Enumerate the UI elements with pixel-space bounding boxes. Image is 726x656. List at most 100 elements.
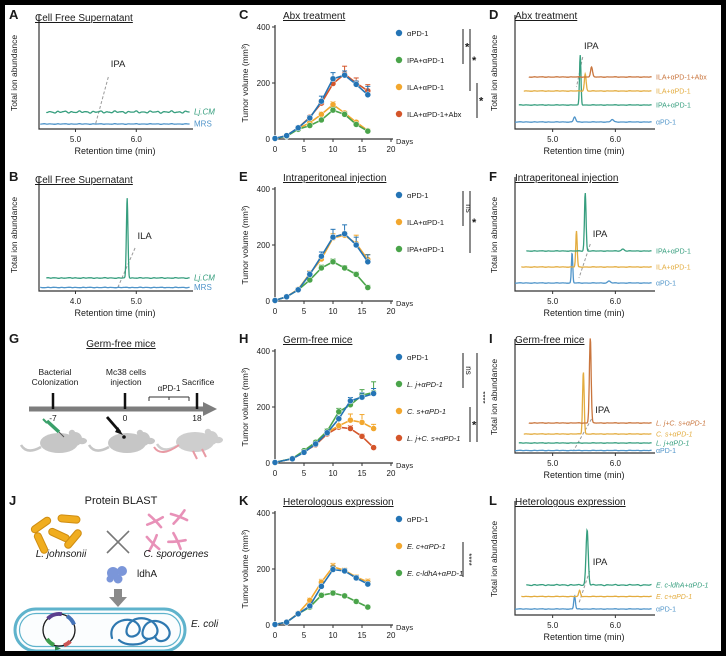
svg-text:20: 20	[387, 469, 396, 478]
chromatogram-cell-free-supernatant-ipa: 5.0 6.0 Retention time (min) Total ion abun…	[7, 7, 235, 167]
svg-text:αPD-1: αPD-1	[407, 515, 428, 524]
svg-text:E. c-ldhA+αPD-1: E. c-ldhA+αPD-1	[656, 583, 709, 590]
panel-H: H Germ-free mice 0 200 400 0 5 10 15 20 Days Tumo…	[237, 331, 487, 491]
trace-ILA+αPD-1+Abx	[528, 65, 652, 78]
down-arrow-icon	[109, 589, 127, 607]
panel-G: G Germ-free mice Bacterial Colonization M…	[7, 331, 235, 491]
panel-title: Heterologous expression	[283, 497, 394, 508]
svg-text:αPD-1: αPD-1	[656, 607, 676, 614]
svg-text:MRS: MRS	[194, 283, 212, 292]
svg-text:Tumor volume (mm³): Tumor volume (mm³)	[240, 205, 250, 284]
panel-F: F Intraperitoneal injection 5.0 6.0 Retent…	[487, 169, 721, 329]
svg-text:Lj.CM: Lj.CM	[194, 274, 215, 283]
svg-text:0: 0	[266, 297, 271, 306]
chromatogram-cell-free-supernatant-ila: 4.0 5.0 Retention time (min) Total ion abun…	[7, 169, 235, 329]
svg-text:Total ion abundance: Total ion abundance	[9, 197, 19, 273]
svg-text:200: 200	[257, 241, 271, 250]
svg-text:5.0: 5.0	[547, 459, 559, 468]
svg-text:400: 400	[257, 185, 271, 194]
chart-svg: 5.0 6.0 Retention time (min) Total ion abun…	[489, 501, 709, 642]
annotation-label: IPA	[595, 405, 610, 416]
panel-E: E Intraperitoneal injection 0 200 400 0 5 10 1…	[237, 169, 485, 329]
chart-svg: 5.0 6.0 Retention time (min) Total ion abun…	[489, 15, 707, 156]
legend-item: αPD-1	[395, 191, 428, 200]
plasmid-icon	[42, 611, 76, 651]
timeline-event-colonization: Bacterial Colonization	[31, 367, 79, 387]
panel-letter: A	[9, 7, 19, 22]
panel-title: Intraperitoneal injection	[515, 173, 619, 184]
annotation-label: IPA	[593, 557, 608, 568]
svg-text:5: 5	[302, 469, 307, 478]
trace-IPA+αPD-1	[518, 55, 652, 106]
panel-D: D Abx treatment 5.0 6.0 Retention time (mi…	[487, 7, 721, 167]
svg-text:Retention time (min): Retention time (min)	[74, 308, 155, 318]
syringe-icon	[42, 418, 65, 438]
svg-text:400: 400	[257, 23, 271, 32]
svg-text:6.0: 6.0	[610, 621, 622, 630]
timeline-axis	[29, 393, 217, 416]
host-label-e-coli: E. coli	[191, 619, 219, 630]
svg-text:20: 20	[387, 631, 396, 640]
svg-text:E. c-ldhA+αPD-1: E. c-ldhA+αPD-1	[407, 569, 463, 578]
trace-Lj.CM	[46, 110, 190, 114]
chromosome-icon	[110, 617, 171, 646]
cross-icon	[106, 530, 130, 554]
svg-text:Retention time (min): Retention time (min)	[543, 632, 624, 642]
svg-text:Days: Days	[396, 623, 413, 632]
svg-text:10: 10	[329, 469, 338, 478]
svg-text:5.0: 5.0	[547, 297, 559, 306]
series-αPD-1	[271, 388, 377, 466]
svg-text:0: 0	[266, 621, 271, 630]
chart-svg: 5.0 6.0 Retention time (min) Total ion abun…	[489, 177, 691, 318]
chromatogram-germ-free: 5.0 6.0 Retention time (min) Total ion abun…	[487, 331, 721, 491]
svg-text:ILA+αPD-1: ILA+αPD-1	[407, 83, 444, 92]
timeline-tick-0: 0	[122, 413, 128, 423]
svg-text:Retention time (min): Retention time (min)	[543, 146, 624, 156]
annotation-label: ILA	[137, 231, 152, 242]
svg-text:L. j+C. s+αPD-1: L. j+C. s+αPD-1	[656, 421, 706, 428]
svg-text:Total ion abundance: Total ion abundance	[9, 35, 19, 111]
legend-item: IPA+αPD-1	[395, 245, 444, 254]
panel-title: Abx treatment	[515, 11, 578, 22]
svg-text:αPD-1: αPD-1	[656, 120, 676, 127]
panel-letter: G	[9, 331, 20, 346]
legend-item: L. j+αPD-1	[395, 380, 443, 389]
svg-text:Lj.CM: Lj.CM	[194, 108, 215, 117]
timeline-event-sacrifice: Sacrifice	[181, 377, 215, 387]
annotation-line	[95, 76, 109, 125]
series-αPD-1	[271, 70, 372, 142]
svg-text:10: 10	[329, 307, 338, 316]
svg-text:0: 0	[273, 631, 278, 640]
svg-text:200: 200	[257, 565, 271, 574]
svg-text:αPD-1: αPD-1	[407, 29, 428, 38]
panel-K: K Heterologous expression 0 200 400 0 5 10 15 2…	[237, 493, 485, 649]
sig-label: ns	[464, 204, 473, 212]
annotation-label: IPA	[111, 59, 126, 70]
legend-item: αPD-1	[395, 515, 428, 524]
panel-letter: I	[489, 331, 493, 346]
sig-label: *	[479, 96, 484, 108]
panel-I: I Germ-free mice 5.0 6.0 Retention time (m…	[487, 331, 721, 491]
panel-letter: E	[239, 169, 248, 184]
svg-text:Total ion abundance: Total ion abundance	[489, 521, 499, 597]
legend-item: IPA+αPD-1	[395, 56, 444, 65]
mouse-sacrifice-icon	[153, 427, 225, 460]
panel-title: Cell Free Supernatant	[35, 175, 133, 186]
svg-text:5.0: 5.0	[131, 297, 143, 306]
svg-text:ILA+αPD-1: ILA+αPD-1	[656, 265, 691, 272]
svg-text:IPA+αPD-1: IPA+αPD-1	[407, 56, 444, 65]
trace-αPD-1	[515, 594, 652, 610]
trace-IPA+αPD-1	[526, 192, 652, 252]
panel-title: Abx treatment	[283, 11, 346, 22]
svg-text:6.0: 6.0	[610, 297, 622, 306]
svg-text:0: 0	[273, 307, 278, 316]
legend-item: ILA+αPD-1+Abx	[395, 110, 462, 119]
series-αPD-1	[271, 224, 372, 304]
svg-text:C. s+αPD-1: C. s+αPD-1	[656, 432, 693, 439]
svg-text:5: 5	[302, 631, 307, 640]
chart-svg: 5.0 6.0 Retention time (min) Total ion abun…	[9, 15, 215, 156]
timeline-tick-18: 18	[192, 413, 202, 423]
